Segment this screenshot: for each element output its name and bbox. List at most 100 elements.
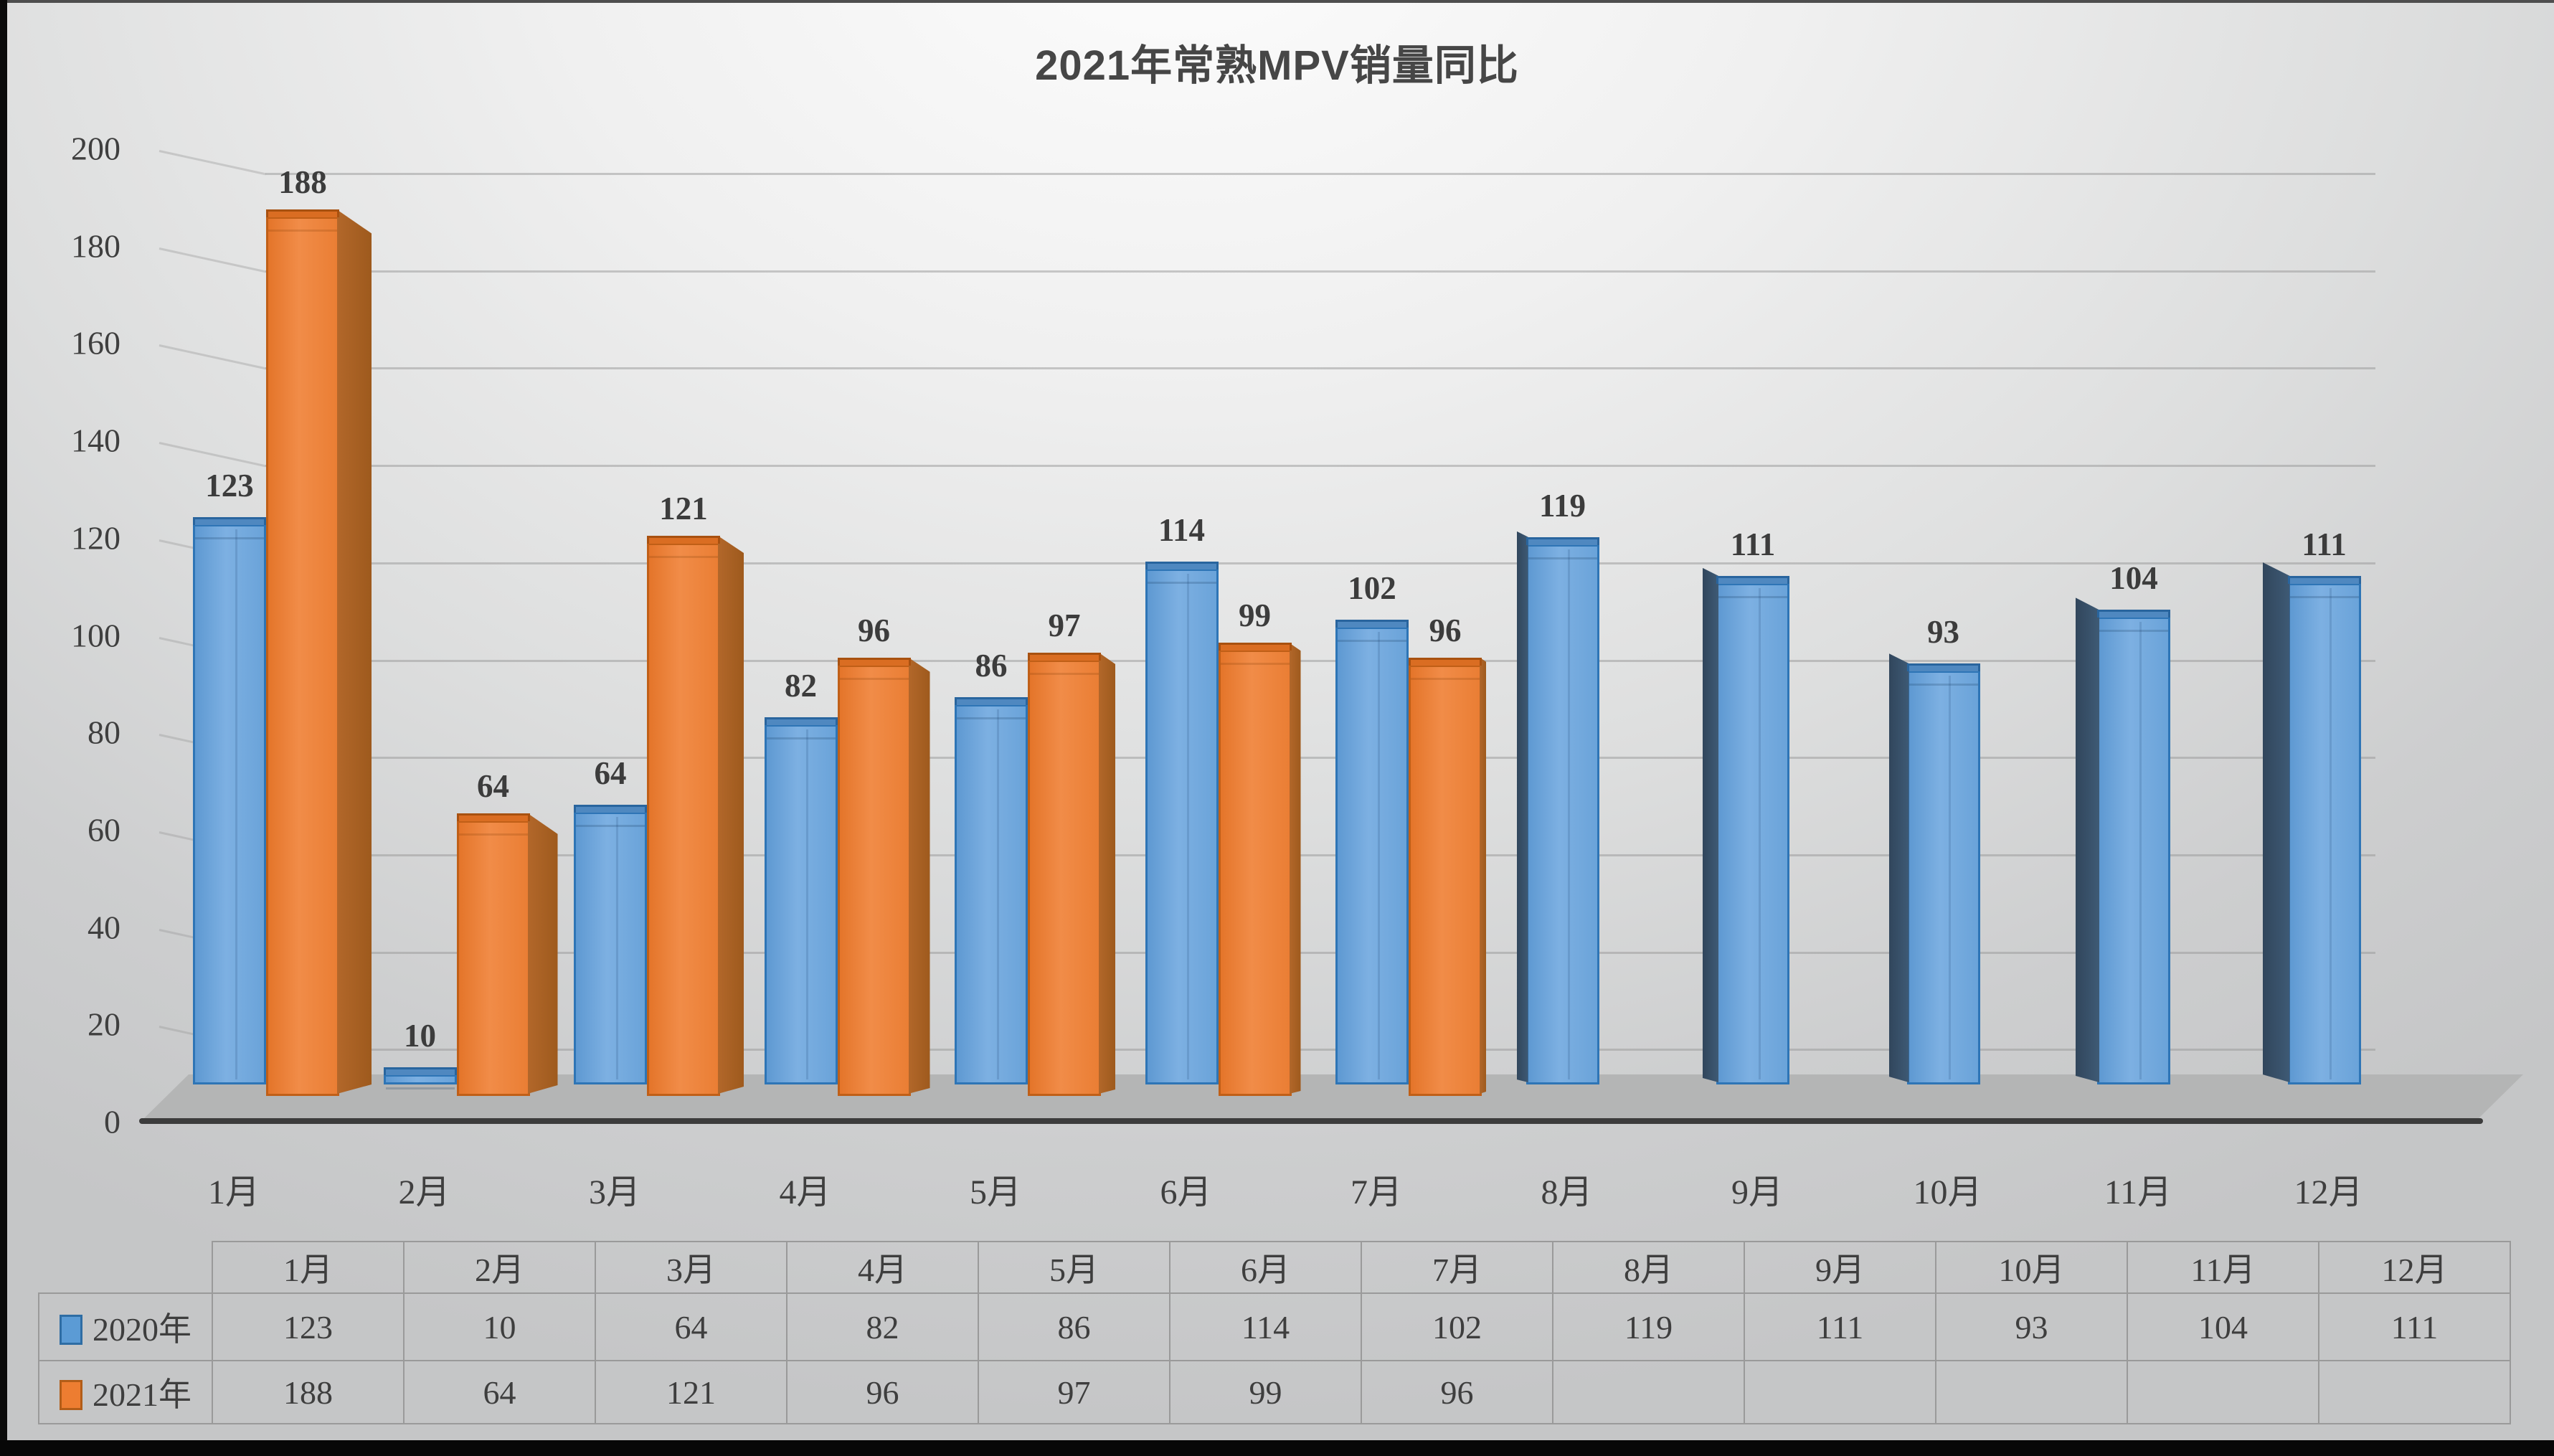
table-cell-2020年-5月: 86 xyxy=(978,1292,1170,1361)
bar-2021-5月 xyxy=(1028,652,1101,1096)
x-axis-label-5月: 5月 xyxy=(969,1173,1022,1211)
data-label-2020-7月: 102 xyxy=(1348,569,1396,606)
bar-inner-edge xyxy=(2330,587,2332,1079)
bar-2020-7月 xyxy=(1335,619,1409,1084)
bar-2021-4月 xyxy=(837,657,911,1096)
bar-inner-edge xyxy=(1411,677,1480,680)
slide-bottom-edge xyxy=(0,1440,2554,1456)
bar-inner-edge xyxy=(1568,549,1571,1079)
table-cell-2021年-12月 xyxy=(2318,1360,2511,1424)
bar-2020-12月 xyxy=(2288,583,2361,1084)
gridline xyxy=(265,173,2375,175)
bar-inner-edge xyxy=(268,230,337,232)
bar-inner-edge xyxy=(458,833,528,836)
x-axis-label-10月: 10月 xyxy=(1913,1173,1982,1211)
table-row-header-2020年: 2020年 xyxy=(38,1292,213,1361)
gridline xyxy=(265,854,2375,856)
bar-inner-edge xyxy=(385,1087,455,1090)
table-col-header-6月: 6月 xyxy=(1169,1241,1362,1294)
table-cell-2020年-4月: 82 xyxy=(786,1292,979,1361)
x-axis-label-12月: 12月 xyxy=(2294,1173,2363,1211)
bar-2020-10月 xyxy=(1907,671,1980,1084)
slide-left-edge xyxy=(0,0,7,1456)
table-col-header-1月: 1月 xyxy=(212,1241,405,1294)
bar-2020-5月 xyxy=(955,697,1028,1084)
bar-top-face xyxy=(1335,619,1409,628)
bar-inner-edge xyxy=(2099,630,2168,633)
table-col-header-8月: 8月 xyxy=(1552,1241,1745,1294)
data-label-2020-11月: 104 xyxy=(2109,560,2158,597)
table-cell-2021年-9月 xyxy=(1744,1360,1936,1424)
legend-label: 2021年 xyxy=(93,1376,191,1413)
slide-top-edge xyxy=(0,0,2554,3)
table-cell-2020年-7月: 102 xyxy=(1361,1292,1553,1361)
bar-inner-edge xyxy=(996,709,999,1079)
x-axis-label-6月: 6月 xyxy=(1160,1173,1212,1211)
bar-side-face xyxy=(1703,568,1718,1082)
bar-top-face xyxy=(764,717,838,725)
bar-inner-edge xyxy=(615,816,618,1079)
table-cell-2021年-3月: 121 xyxy=(595,1360,788,1424)
table-col-header-10月: 10月 xyxy=(1935,1241,2128,1294)
table-header-row: 1月 2月 3月 4月 5月 6月 7月 8月 9月 10月 11月 12月 xyxy=(39,1241,2511,1294)
table-cell-2021年-8月 xyxy=(1552,1360,1745,1424)
bar-top-face xyxy=(456,813,530,821)
bar-inner-edge xyxy=(1147,581,1216,584)
y-axis-tick-label: 180 xyxy=(71,227,120,265)
table-cell-2021年-1月: 188 xyxy=(212,1360,405,1424)
gridline xyxy=(265,659,2375,662)
data-label-2021-5月: 97 xyxy=(1048,607,1081,643)
data-label-2020-9月: 111 xyxy=(1730,526,1776,562)
bar-inner-edge xyxy=(1949,675,1952,1079)
bar-top-face xyxy=(955,697,1028,706)
gridline xyxy=(265,465,2375,468)
table-col-header-12月: 12月 xyxy=(2318,1241,2511,1294)
bar-top-face xyxy=(266,209,339,218)
bar-side-face xyxy=(1099,653,1115,1094)
table-cell-2020年-10月: 93 xyxy=(1935,1292,2128,1361)
bar-2021-1月 xyxy=(266,209,339,1096)
bar-top-face xyxy=(1716,575,1789,584)
table-cell-2020年-12月: 111 xyxy=(2318,1292,2511,1361)
y-axis-tick-label: 120 xyxy=(71,519,120,557)
bar-top-face xyxy=(2287,575,2361,584)
bar-top-face xyxy=(1145,561,1219,569)
chart-title: 2021年常熟MPV销量同比 xyxy=(1035,42,1519,89)
data-label-2020-1月: 123 xyxy=(205,468,254,504)
table-row-2020年: 2020年 123 10 64 82 86 114 102 119 111 93 104 111 xyxy=(38,1292,2511,1361)
table-cell-2021年-5月: 97 xyxy=(978,1360,1170,1424)
data-label-2021-2月: 64 xyxy=(477,767,509,804)
data-label-2020-5月: 86 xyxy=(975,648,1008,684)
bar-side-face xyxy=(1480,658,1486,1094)
data-label-2020-2月: 10 xyxy=(404,1018,436,1054)
bar-2021-2月 xyxy=(456,813,530,1096)
y-axis-tick-label: 0 xyxy=(104,1103,120,1140)
bar-2020-6月 xyxy=(1145,561,1219,1084)
table-cell-2021年-11月 xyxy=(2127,1360,2319,1424)
bar-inner-edge xyxy=(235,529,237,1079)
bar-inner-edge xyxy=(2139,622,2142,1079)
bar-top-face xyxy=(1028,652,1101,661)
bar-2020-8月 xyxy=(1526,544,1599,1084)
bar-top-face xyxy=(1409,657,1482,666)
data-label-2021-3月: 121 xyxy=(659,491,708,526)
legend-swatch-2020年 xyxy=(60,1315,82,1345)
table-col-header-11月: 11月 xyxy=(2127,1241,2319,1294)
bar-inner-edge xyxy=(1718,595,1787,598)
x-axis-label-1月: 1月 xyxy=(207,1173,260,1211)
bar-inner-edge xyxy=(1909,683,1978,686)
y-axis-tick-label: 80 xyxy=(88,714,120,751)
bar-inner-edge xyxy=(1338,639,1406,642)
data-label-2020-4月: 82 xyxy=(785,667,817,704)
data-label-2021-4月: 96 xyxy=(858,612,890,648)
table-cell-2021年-6月: 99 xyxy=(1169,1360,1362,1424)
bar-2020-1月 xyxy=(193,517,266,1084)
bar-side-face xyxy=(909,658,930,1094)
x-axis-label-9月: 9月 xyxy=(1731,1173,1784,1211)
data-label-2021-6月: 99 xyxy=(1239,597,1271,634)
bar-inner-edge xyxy=(195,537,264,540)
bar-top-face xyxy=(1526,536,1599,545)
table-cell-2021年-10月 xyxy=(1935,1360,2128,1424)
bar-side-face xyxy=(2263,562,2290,1082)
data-label-2020-10月: 93 xyxy=(1927,613,1959,650)
